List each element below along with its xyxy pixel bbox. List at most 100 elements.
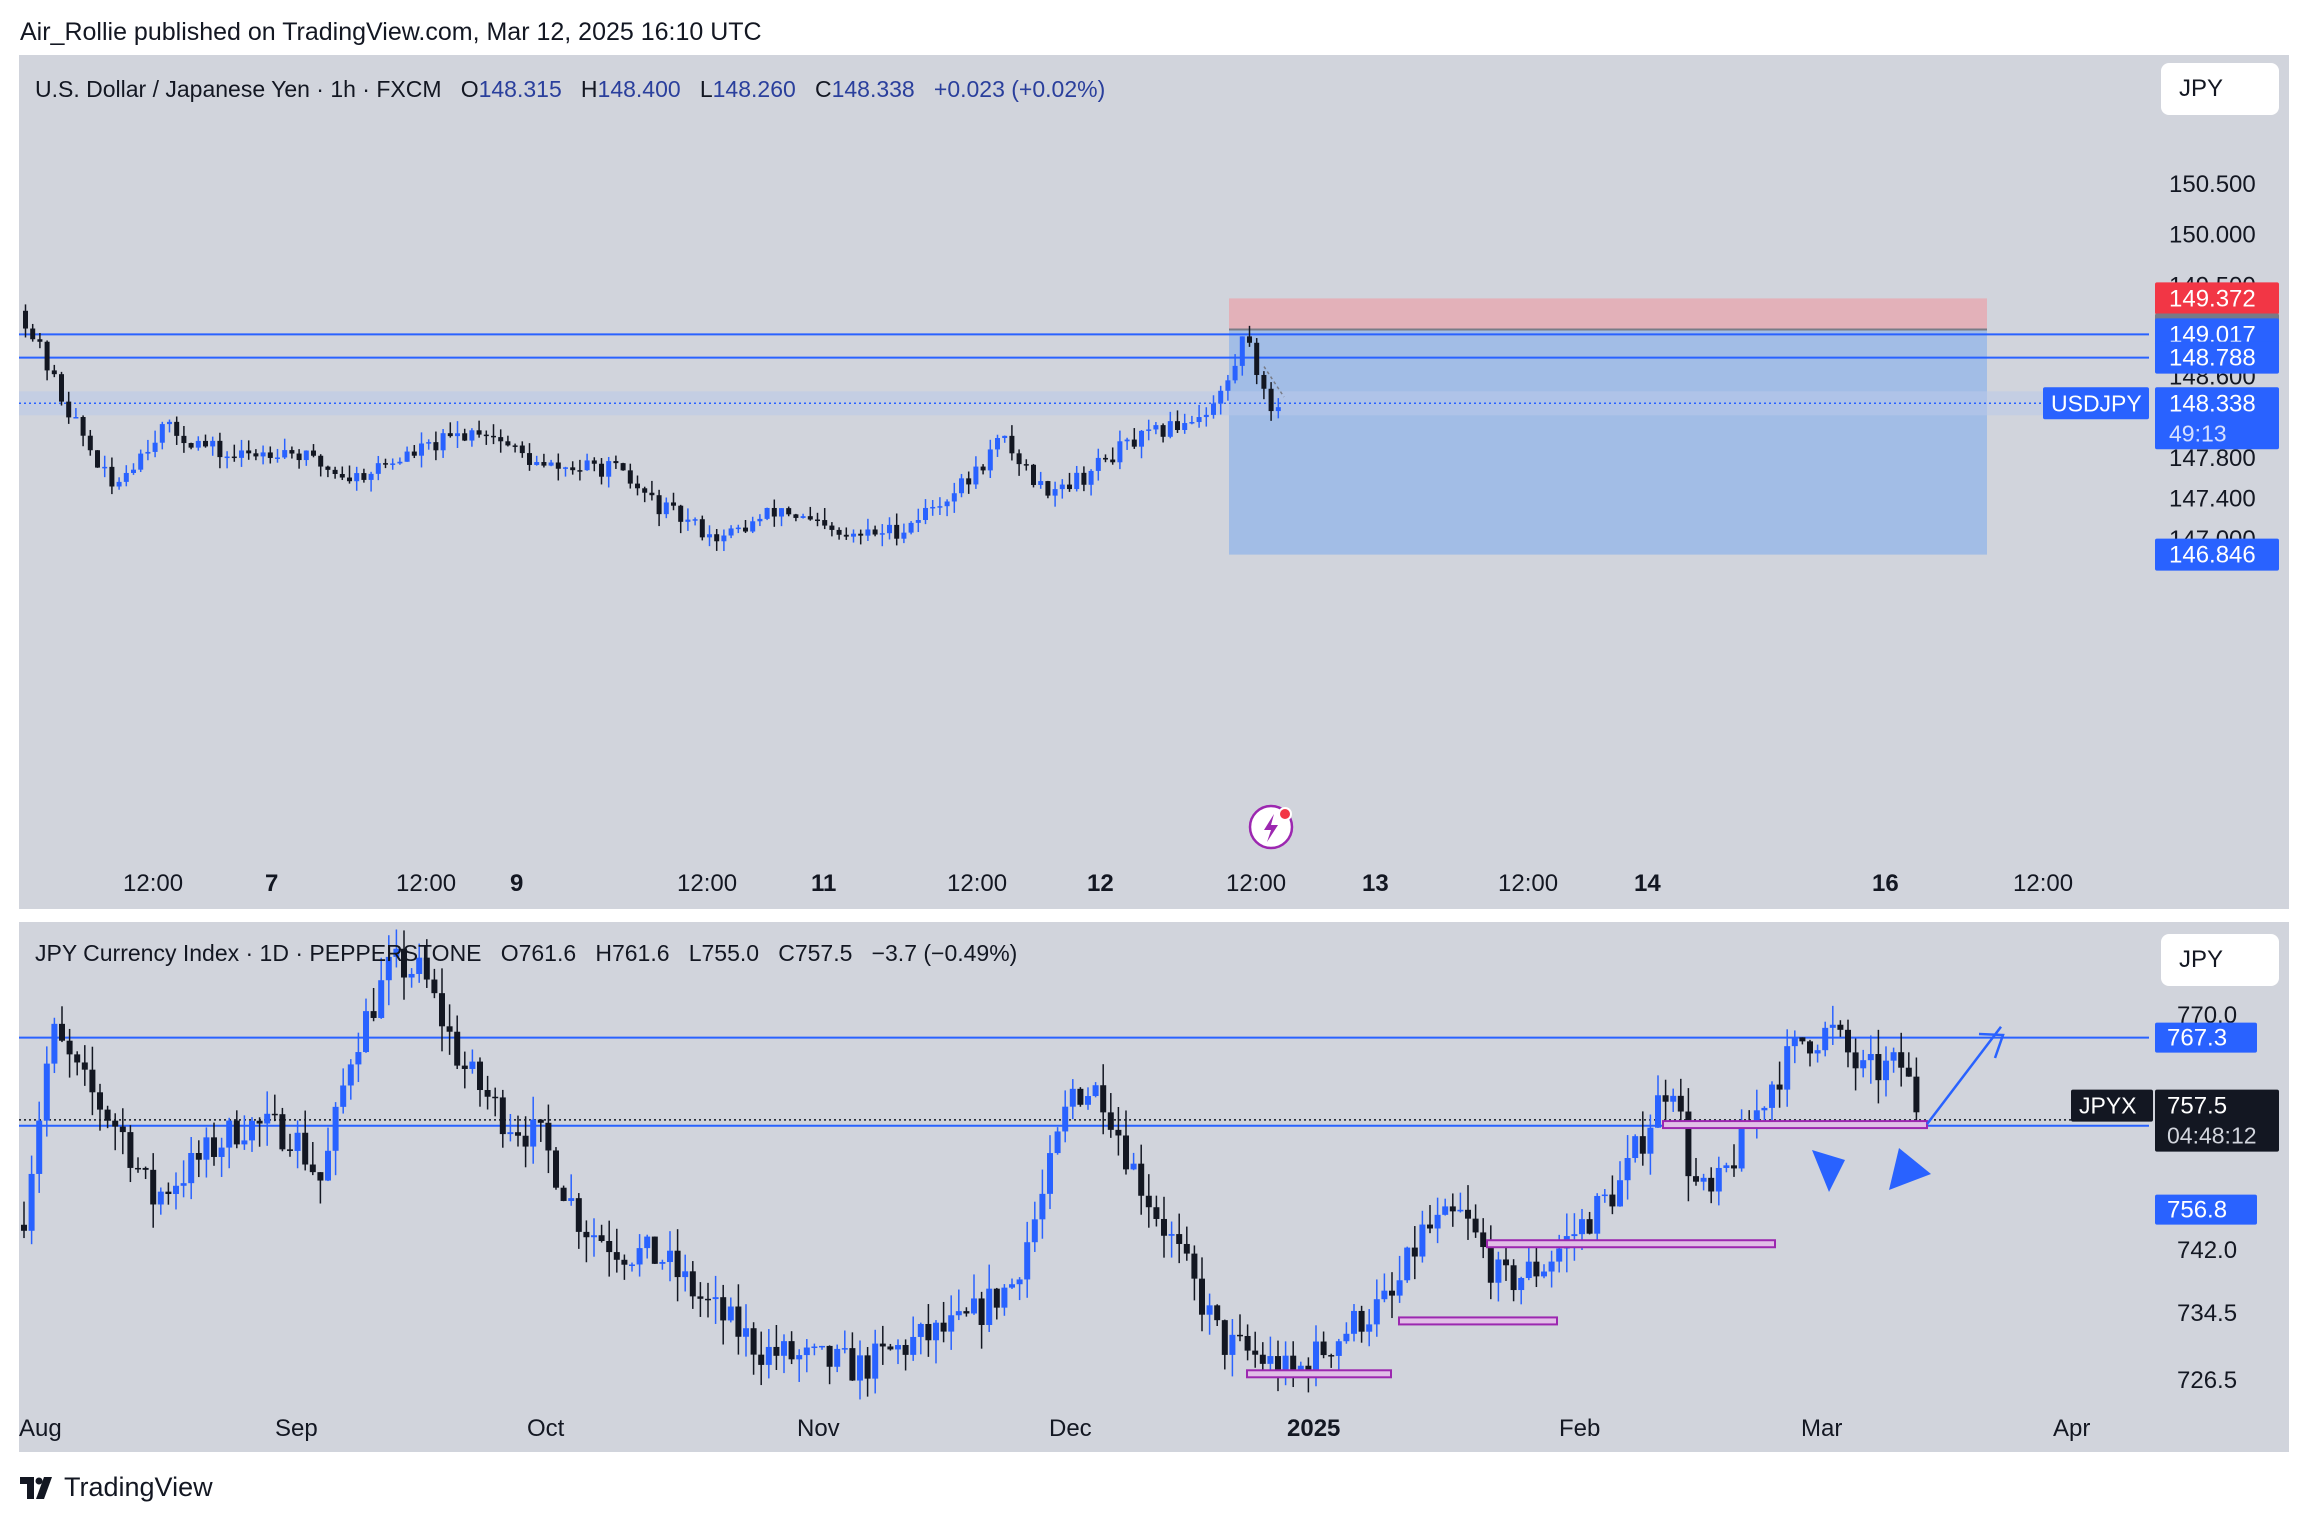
candle (1784, 1046, 1791, 1090)
candle (1115, 1129, 1122, 1136)
candle (826, 1345, 833, 1367)
candle (771, 507, 777, 517)
candle (1685, 1111, 1692, 1177)
close-value: 148.338 (831, 76, 915, 102)
time-tick-label: Apr (2053, 1415, 2090, 1442)
time-tick-label: 12:00 (1226, 870, 1286, 897)
candle (1677, 1095, 1684, 1112)
candle (1092, 1085, 1099, 1097)
open-label: O (460, 76, 479, 102)
candle (1016, 453, 1022, 465)
price-tick-label: 150.500 (2169, 171, 2256, 198)
candle (112, 1120, 119, 1127)
candle (271, 1113, 278, 1116)
low-label: L (688, 940, 702, 966)
usdjpy-chart-panel[interactable]: U.S. Dollar / Japanese Yen · 1h · FXCM O… (19, 55, 2289, 909)
candle (834, 1348, 841, 1367)
candle (1176, 1234, 1183, 1244)
candle (721, 535, 727, 542)
candle (682, 1271, 689, 1278)
candle (959, 478, 964, 494)
candle (1875, 1054, 1882, 1081)
candle (948, 1315, 955, 1332)
candle (267, 452, 273, 458)
candle (651, 1236, 658, 1264)
candle (1518, 1278, 1525, 1291)
candle (1320, 1341, 1327, 1356)
candle (195, 1152, 202, 1160)
candle (21, 1224, 27, 1231)
price-tick-label: 147.400 (2169, 485, 2256, 512)
time-tick-label: Mar (1801, 1415, 1842, 1442)
candle (408, 973, 415, 978)
candle (636, 1248, 643, 1265)
candle (793, 514, 799, 518)
candle (1328, 1355, 1335, 1357)
candle (1247, 336, 1252, 343)
candle (1254, 342, 1260, 375)
candle (195, 440, 201, 448)
candle (173, 1185, 179, 1195)
candle (1225, 380, 1231, 391)
candle (621, 1259, 628, 1265)
candle (97, 1092, 103, 1110)
candle (1411, 1247, 1418, 1257)
candle (1047, 1153, 1053, 1194)
change-value: +0.023 (+0.02%) (933, 76, 1106, 102)
candle (937, 506, 943, 508)
candle (1579, 1219, 1585, 1235)
candle (1389, 1290, 1395, 1296)
candle (773, 1346, 780, 1356)
symbol-tag-box (2043, 387, 2149, 420)
candle (1525, 1261, 1532, 1279)
candle (993, 1288, 1000, 1308)
candle (591, 460, 597, 464)
candle (815, 519, 820, 522)
usdjpy-chart-svg[interactable]: 150.500150.000149.500148.600147.800147.4… (19, 55, 2289, 909)
price-tick-label: 742.0 (2177, 1237, 2237, 1264)
lightning-icon-dot (1278, 807, 1292, 821)
candle (879, 533, 885, 535)
candle (1088, 470, 1094, 485)
candle (1807, 1041, 1813, 1054)
candle (404, 451, 410, 462)
candle (678, 505, 684, 522)
candle (80, 417, 86, 436)
candle (1110, 459, 1116, 463)
candle (393, 948, 400, 957)
candle (1160, 425, 1166, 437)
candle (311, 450, 316, 456)
candle (1738, 1122, 1745, 1169)
candle (87, 435, 93, 451)
candle (363, 1011, 369, 1053)
candle (217, 440, 223, 458)
take-profit-zone (1229, 329, 1987, 555)
candle (635, 483, 640, 489)
candle (375, 463, 381, 474)
candle (95, 450, 100, 468)
candle (1822, 1027, 1829, 1051)
jpyx-chart-panel[interactable]: 770.0760.0742.0734.5726.5767.3756.8JPYX7… (19, 922, 2289, 1452)
candle (51, 370, 57, 375)
candle (119, 1126, 126, 1133)
time-tick-label: 12:00 (947, 870, 1007, 897)
candle (1130, 1163, 1137, 1170)
candle (1427, 1224, 1433, 1229)
candle (530, 1119, 537, 1147)
candle (1556, 1248, 1563, 1262)
currency-button-top[interactable]: JPY (2161, 63, 2279, 115)
candle (1396, 1280, 1403, 1296)
currency-button-bottom[interactable]: JPY (2161, 934, 2279, 986)
jpyx-chart-svg[interactable]: 770.0760.0742.0734.5726.5767.3756.8JPYX7… (19, 922, 2289, 1452)
candle (1472, 1218, 1479, 1233)
candle (667, 1250, 673, 1263)
tradingview-logo[interactable]: TradingView (20, 1472, 213, 1503)
candle (461, 1065, 468, 1069)
candle (1275, 407, 1281, 412)
candle (1898, 1052, 1905, 1068)
candle (620, 463, 626, 471)
close-label: C (814, 76, 832, 102)
candle (73, 417, 79, 419)
candle (303, 450, 309, 461)
candle (735, 527, 741, 530)
